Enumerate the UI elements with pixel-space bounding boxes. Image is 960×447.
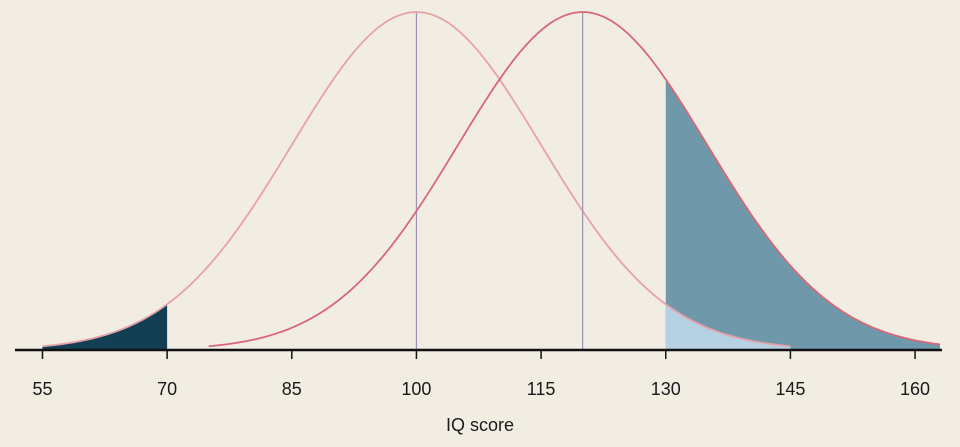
- x-tick-label: 145: [775, 379, 805, 399]
- shaded-area: [665, 304, 791, 350]
- x-axis-label: IQ score: [446, 415, 514, 435]
- x-tick-label: 85: [282, 379, 302, 399]
- density-curve: [208, 11, 941, 348]
- shaded-area: [42, 304, 168, 350]
- x-tick-label: 100: [401, 379, 431, 399]
- x-tick-label: 70: [157, 379, 177, 399]
- shaded-area: [665, 79, 940, 350]
- x-tick-label: 160: [900, 379, 930, 399]
- x-tick-label: 55: [32, 379, 52, 399]
- x-tick-label: 130: [651, 379, 681, 399]
- x-tick-label: 115: [527, 379, 556, 399]
- density-curve: [42, 11, 791, 348]
